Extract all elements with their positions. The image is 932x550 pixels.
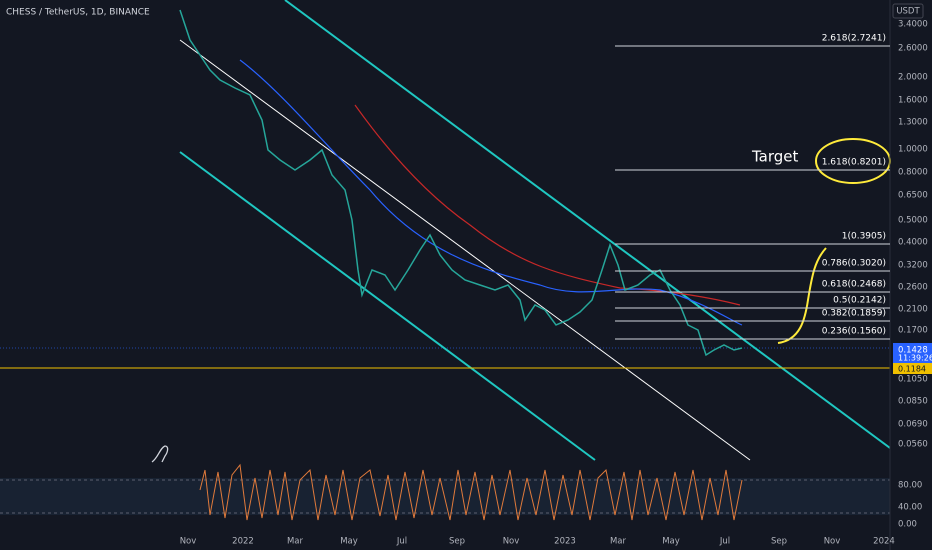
fib-label: 0.618(0.2468)	[822, 280, 886, 290]
currency-box	[892, 3, 924, 19]
price-tick: 0.2600	[898, 283, 928, 293]
price-tick: 0.1700	[898, 326, 928, 336]
last-price-badge	[893, 343, 932, 365]
price-tick: 0.1050	[898, 375, 928, 385]
line-price-badge	[893, 363, 932, 374]
price-tick: 0.2100	[898, 305, 928, 315]
stoch-rsi	[199, 463, 743, 521]
rsi-band	[0, 478, 890, 515]
time-tick: 2023	[554, 537, 576, 547]
price-tick: 0.0850	[898, 397, 928, 407]
price-tick: 0.0690	[898, 420, 928, 430]
time-tick: 2022	[232, 537, 254, 547]
symbol-title: CHESS / TetherUS, 1D, BINANCE	[6, 8, 150, 18]
rsi-tick: 80.00	[898, 481, 922, 491]
ma-200	[354, 104, 741, 306]
time-tick: Nov	[503, 537, 520, 547]
time-tick: Sep	[449, 537, 465, 547]
time-tick: Mar	[610, 537, 627, 547]
trend-line	[179, 39, 751, 461]
price-tick: 1.0000	[898, 145, 928, 155]
currency: USDT	[896, 7, 920, 17]
time-tick: 2024	[873, 537, 895, 547]
price-path	[179, 9, 743, 357]
price-tick: 0.3200	[898, 261, 928, 271]
time-tick: May	[340, 537, 358, 547]
rsi-tick: 0.00	[898, 520, 917, 530]
price-tick: 1.3000	[898, 118, 928, 128]
fib-label: 1.618(0.8201)	[822, 158, 886, 168]
logo	[151, 445, 169, 463]
line-price: 0.1184	[898, 365, 926, 374]
price-tick: 1.6000	[898, 96, 928, 106]
rsi-tick: 40.00	[898, 503, 922, 513]
time-tick: Nov	[180, 537, 197, 547]
target-label: Target	[751, 148, 799, 166]
time-tick: Nov	[824, 537, 841, 547]
price-tick: 2.0000	[898, 73, 928, 83]
last-price: 0.1428	[898, 346, 928, 356]
price-tick: 0.4000	[898, 238, 928, 248]
channel-lower	[179, 151, 596, 461]
time-tick: Sep	[771, 537, 787, 547]
price-tick: 0.0560	[898, 440, 928, 450]
price-tick: 0.8000	[898, 168, 928, 178]
price-tick: 0.5000	[898, 216, 928, 226]
fib-label: 0.786(0.3020)	[822, 259, 886, 269]
fib-label: 0.382(0.1859)	[822, 309, 886, 319]
time-tick: Jul	[396, 537, 407, 547]
countdown: 11:39:26	[898, 354, 932, 363]
channel-upper	[284, 0, 891, 449]
price-tick: 2.6000	[898, 44, 928, 54]
time-tick: May	[662, 537, 680, 547]
fib-label: 1(0.3905)	[842, 232, 886, 242]
fib-label: 0.236(0.1560)	[822, 327, 886, 337]
fib-label: 0.5(0.2142)	[833, 296, 886, 306]
price-tick: 3.4000	[898, 20, 928, 30]
fib-label: 2.618(2.7241)	[822, 34, 886, 44]
up-arc	[777, 247, 827, 344]
time-tick: Mar	[287, 537, 304, 547]
ma-100	[239, 59, 743, 326]
price-tick: 0.6500	[898, 191, 928, 201]
time-tick: Jul	[719, 537, 730, 547]
